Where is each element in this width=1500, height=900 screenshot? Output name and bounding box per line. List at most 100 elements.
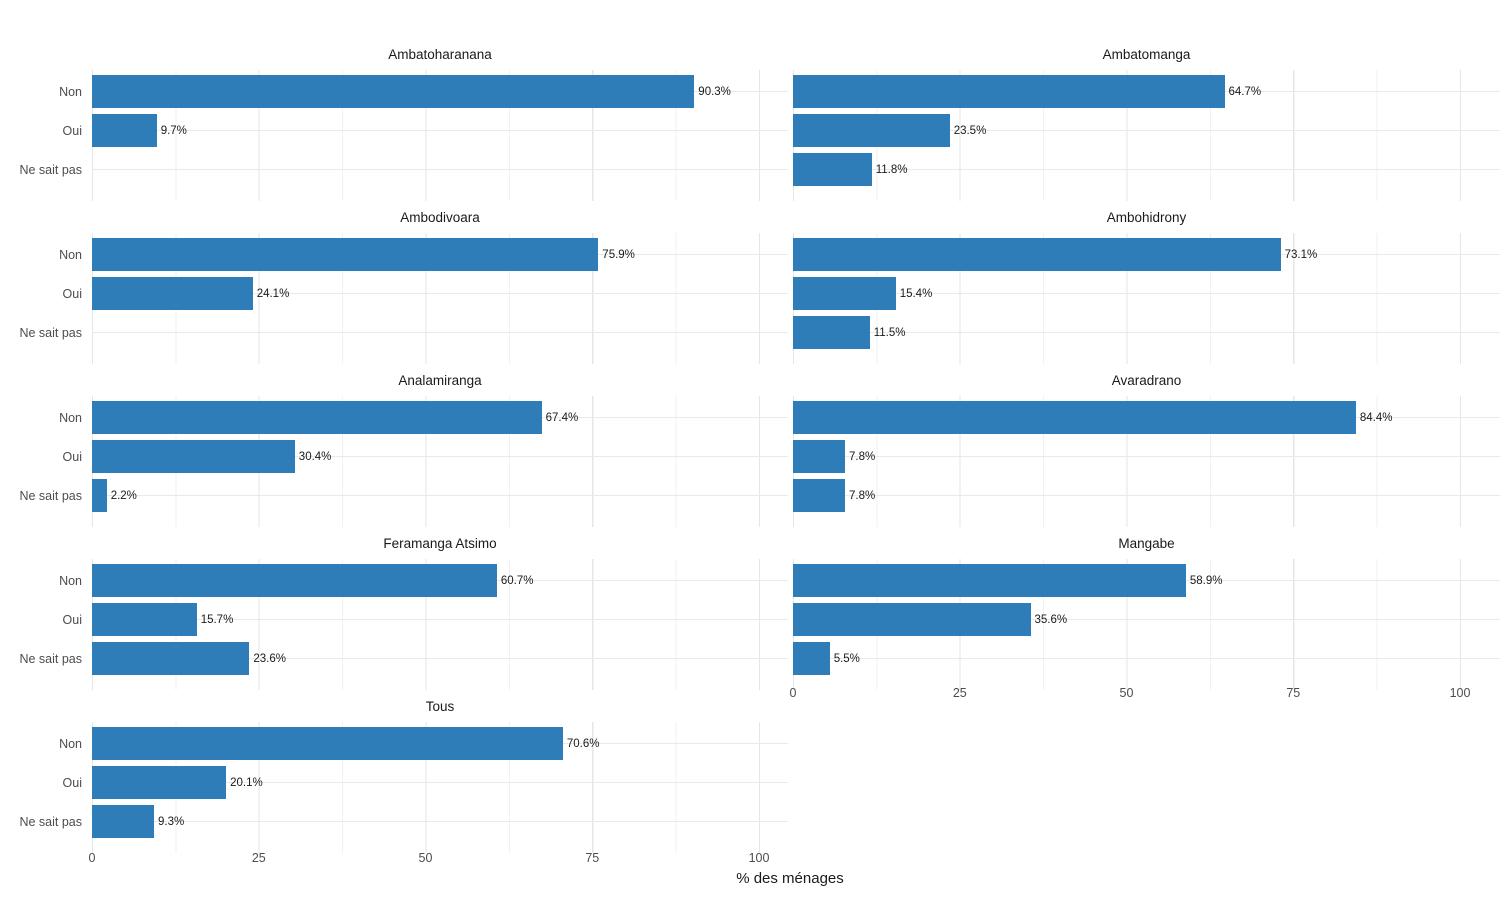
bar-row: 24.1% [92, 274, 788, 313]
facet-plot: 73.1% 15.4% 11.5% [793, 233, 1500, 364]
bar-ne-sait-pas [793, 642, 830, 675]
category-label: Ne sait pas [19, 651, 82, 666]
bar-non [92, 75, 695, 108]
facet-panel: Tous 70.6% 20.1% 9.3% [92, 690, 788, 853]
bar-oui [793, 277, 896, 310]
x-tick-label: 100 [748, 851, 770, 865]
bar-ne-sait-pas [92, 479, 107, 512]
facet-panel: Ambatoharanana 90.3% 9.7% [92, 38, 788, 201]
bar-row: 9.3% [92, 802, 788, 841]
facet-plot: 60.7% 15.7% 23.6% [92, 559, 788, 690]
x-axis-title: % des ménages [736, 870, 844, 887]
bar-non [92, 238, 599, 271]
bar-row: 23.5% [793, 111, 1500, 150]
bar-ne-sait-pas [92, 805, 154, 838]
bar-ne-sait-pas [92, 642, 250, 675]
facet-panel: Mangabe 58.9% 35.6% 5.5% [793, 527, 1500, 690]
bar-oui [793, 603, 1031, 636]
category-label: Oui [62, 123, 82, 138]
bar-non [793, 564, 1186, 597]
bar-value-label: 35.6% [1034, 613, 1068, 626]
bar-row: 15.7% [92, 600, 788, 639]
bar-oui [92, 766, 227, 799]
bar-value-label: 7.8% [849, 450, 876, 463]
bar-row [92, 150, 788, 189]
bar-ne-sait-pas [793, 479, 845, 512]
bar-oui [793, 114, 950, 147]
category-label: Oui [62, 612, 82, 627]
bar-value-label: 11.8% [875, 163, 908, 176]
bar-non [793, 401, 1356, 434]
facet-panel: Avaradrano 84.4% 7.8% 7.8% [793, 364, 1500, 527]
bar-row: 11.8% [793, 150, 1500, 189]
y-axis-labels: Non Oui Ne sait pas [0, 201, 92, 364]
facet-plot: 75.9% 24.1% [92, 233, 788, 364]
bar-oui [793, 440, 845, 473]
facet-plot: 84.4% 7.8% 7.8% [793, 396, 1500, 527]
x-tick-label: 50 [418, 851, 433, 865]
x-tick-label: 0 [789, 686, 797, 700]
bar-value-label: 5.5% [833, 652, 860, 665]
facet-title: Ambatoharanana [388, 46, 492, 62]
facet-title: Feramanga Atsimo [383, 535, 497, 551]
category-label: Oui [62, 775, 82, 790]
bar-ne-sait-pas [793, 153, 872, 186]
bar-value-label: 23.5% [953, 124, 987, 137]
bar-row: 70.6% [92, 724, 788, 763]
bar-non [92, 401, 542, 434]
bar-value-label: 7.8% [849, 489, 876, 502]
bar-row: 67.4% [92, 398, 788, 437]
x-tick-label: 50 [1119, 686, 1134, 700]
facet-panel: Ambatomanga 64.7% 23.5% 11.8% [793, 38, 1500, 201]
category-label: Ne sait pas [19, 488, 82, 503]
bar-value-label: 24.1% [256, 287, 290, 300]
bar-row: 11.5% [793, 313, 1500, 352]
category-label: Oui [62, 449, 82, 464]
facet-panel: Feramanga Atsimo 60.7% 15.7% 23.6% [92, 527, 788, 690]
bar-row: 64.7% [793, 72, 1500, 111]
category-label: Ne sait pas [19, 162, 82, 177]
bar-row: 5.5% [793, 639, 1500, 678]
bar-non [793, 238, 1281, 271]
bar-oui [92, 603, 197, 636]
x-tick-label: 25 [952, 686, 967, 700]
bar-row [92, 313, 788, 352]
bar-value-label: 90.3% [698, 85, 731, 98]
bar-row: 30.4% [92, 437, 788, 476]
bar-row: 60.7% [92, 561, 788, 600]
bar-oui [92, 277, 253, 310]
facet-title: Analamiranga [398, 372, 482, 388]
category-label: Ne sait pas [19, 325, 82, 340]
bar-value-label: 60.7% [500, 574, 534, 587]
bar-value-label: 70.6% [566, 737, 600, 750]
bar-row: 75.9% [92, 235, 788, 274]
category-label: Non [59, 573, 82, 588]
bar-ne-sait-pas [793, 316, 870, 349]
bar-value-label: 73.1% [1284, 248, 1318, 261]
bar-row: 35.6% [793, 600, 1500, 639]
bar-non [92, 564, 497, 597]
bar-value-label: 67.4% [545, 411, 579, 424]
x-tick-label: 75 [585, 851, 600, 865]
bar-non [793, 75, 1225, 108]
bar-oui [92, 114, 157, 147]
x-tick-label: 100 [1449, 686, 1471, 700]
y-axis-labels: Non Oui Ne sait pas [0, 364, 92, 527]
facet-title: Mangabe [1118, 535, 1175, 551]
category-label: Non [59, 736, 82, 751]
facet-title: Ambohidrony [1106, 209, 1187, 225]
x-tick-label: 25 [251, 851, 266, 865]
bar-row: 7.8% [793, 437, 1500, 476]
facet-panel: Ambohidrony 73.1% 15.4% 11.5% [793, 201, 1500, 364]
bar-row: 9.7% [92, 111, 788, 150]
facet-title: Ambatomanga [1102, 46, 1191, 62]
category-label: Ne sait pas [19, 814, 82, 829]
category-label: Non [59, 84, 82, 99]
bar-row: 2.2% [92, 476, 788, 515]
bar-value-label: 15.7% [200, 613, 234, 626]
x-axis-left: 0 25 50 75 100 [89, 851, 770, 866]
bar-row: 7.8% [793, 476, 1500, 515]
y-axis-labels: Non Oui Ne sait pas [0, 38, 92, 201]
facet-plot: 90.3% 9.7% [92, 70, 788, 201]
